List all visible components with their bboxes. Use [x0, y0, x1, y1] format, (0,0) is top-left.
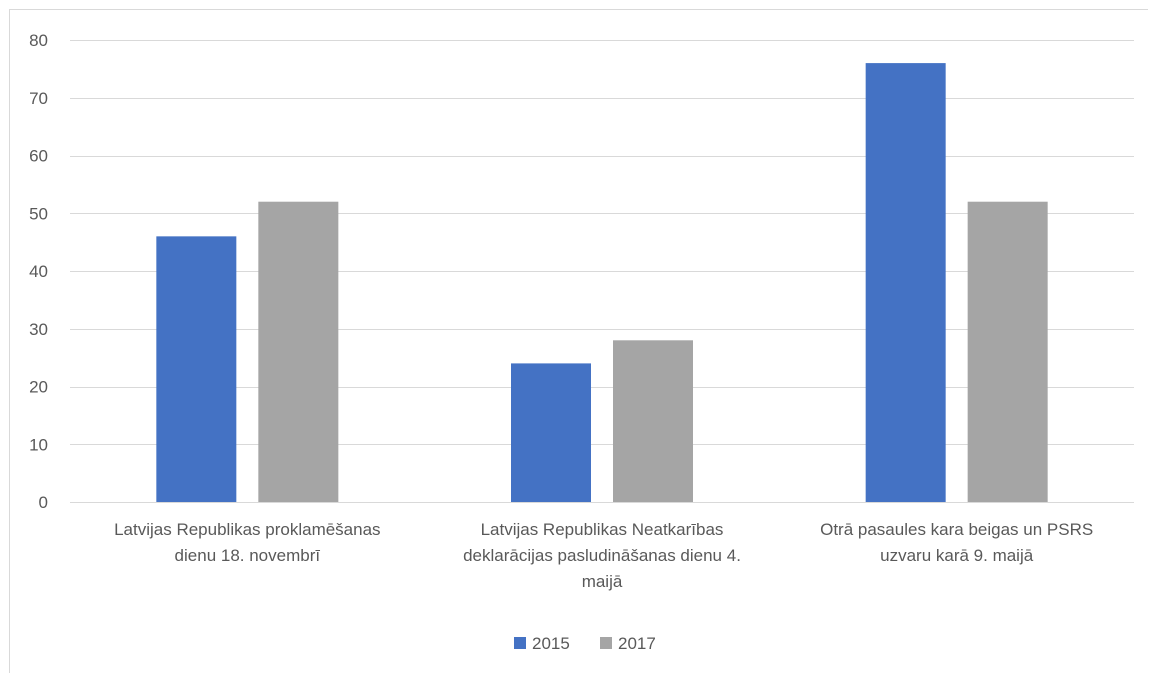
- y-tick-label: 20: [29, 378, 48, 397]
- y-tick-label: 0: [39, 493, 48, 512]
- y-tick-label: 50: [29, 204, 48, 223]
- y-tick-label: 80: [29, 31, 48, 50]
- x-category-label: dienu 18. novembrī: [175, 546, 321, 565]
- x-category-label: uzvaru karā 9. maijā: [880, 546, 1034, 565]
- bar-2017-cat-3: [967, 201, 1048, 502]
- legend: 2015 2017: [514, 634, 656, 653]
- bar-2015-cat-2: [511, 363, 591, 502]
- legend-swatch-2015: [514, 637, 526, 649]
- bars: [156, 63, 1048, 502]
- y-tick-label: 60: [29, 147, 48, 166]
- bar-2017-cat-1: [258, 201, 339, 502]
- x-category-label: Latvijas Republikas Neatkarības: [481, 520, 724, 539]
- bar-2015-cat-1: [156, 236, 237, 502]
- bar-2015-cat-3: [865, 63, 946, 502]
- x-axis-labels: Latvijas Republikas proklamēšanas dienu 1…: [114, 520, 1093, 591]
- bar-2017-cat-2: [613, 340, 693, 502]
- y-tick-label: 30: [29, 320, 48, 339]
- legend-label: 2017: [618, 634, 656, 653]
- x-category-label: deklarācijas pasludināšanas dienu 4.: [463, 546, 741, 565]
- y-tick-label: 10: [29, 435, 48, 454]
- x-category-label: Latvijas Republikas proklamēšanas: [114, 520, 380, 539]
- y-tick-label: 70: [29, 89, 48, 108]
- legend-swatch-2017: [600, 637, 612, 649]
- x-category-label: Otrā pasaules kara beigas un PSRS: [820, 520, 1093, 539]
- y-tick-label: 40: [29, 262, 48, 281]
- chart-frame: [9, 9, 1148, 673]
- x-category-label: maijā: [582, 572, 623, 591]
- legend-label: 2015: [532, 634, 570, 653]
- y-axis-ticks: 0 10 20 30 40 50 60 70 80: [29, 31, 48, 512]
- gridlines: [70, 40, 1134, 503]
